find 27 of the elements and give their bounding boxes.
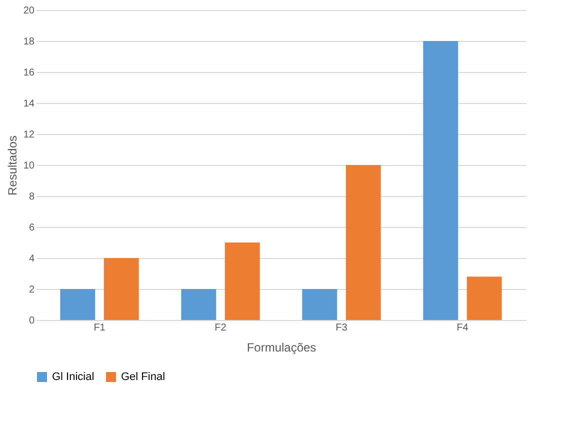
- y-tick-label: 10: [23, 160, 35, 172]
- x-tick-label: F4: [456, 322, 469, 334]
- y-tick-label: 18: [23, 36, 35, 48]
- x-axis-title: Formulações: [246, 340, 316, 354]
- y-tick-label: 12: [23, 130, 35, 140]
- x-tick-label: F3: [336, 322, 348, 334]
- y-tick-label: 4: [28, 254, 35, 264]
- bar: [346, 165, 381, 320]
- y-axis-title: Resultados: [5, 135, 20, 196]
- bar: [466, 276, 502, 320]
- y-tick-label: 14: [23, 98, 35, 110]
- bar: [104, 258, 139, 320]
- x-tick-label: F1: [94, 322, 106, 334]
- y-tick-label: 20: [23, 6, 35, 16]
- y-tick-label: 0: [28, 316, 35, 326]
- bar: [224, 242, 260, 320]
- x-tick-label: F2: [214, 322, 227, 334]
- y-tick-label: 6: [28, 222, 35, 234]
- bar: [302, 289, 338, 320]
- bar: [181, 289, 216, 320]
- bar: [60, 289, 96, 320]
- y-tick-label: 16: [23, 68, 35, 78]
- legend-label: Gel Final: [121, 371, 166, 383]
- legend-label: Gl Inicial: [52, 371, 94, 383]
- y-tick-label: 2: [28, 284, 35, 296]
- bar: [423, 41, 458, 320]
- y-tick-label: 8: [28, 192, 35, 202]
